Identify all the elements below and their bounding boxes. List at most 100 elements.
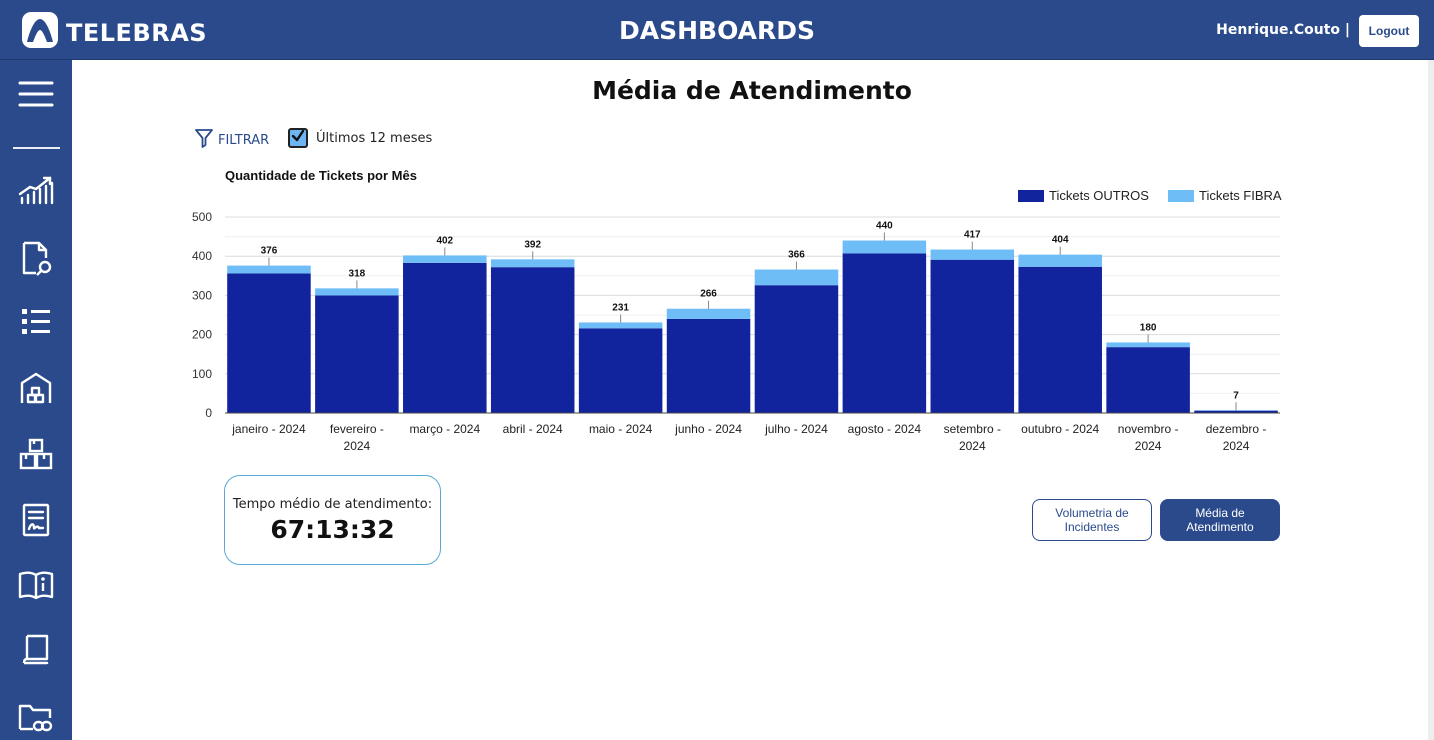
average-time-card: Tempo médio de atendimento: 67:13:32 bbox=[224, 475, 441, 565]
x-tick-label: dezembro -2024 bbox=[1206, 422, 1267, 453]
bar-tickets-fibra bbox=[315, 288, 399, 296]
data-label: 392 bbox=[524, 239, 541, 250]
x-tick-label: junho - 2024 bbox=[674, 422, 742, 436]
logout-button[interactable]: Logout bbox=[1359, 15, 1419, 47]
page-title: Média de Atendimento bbox=[592, 76, 912, 105]
bar-tickets-outros bbox=[315, 295, 399, 413]
bar-tickets-outros bbox=[754, 285, 839, 413]
data-label: 266 bbox=[700, 289, 717, 300]
data-label: 402 bbox=[436, 235, 453, 246]
bar-tickets-fibra bbox=[842, 240, 927, 254]
brand-logo: TELEBRAS bbox=[22, 12, 207, 53]
sidebar-item-files[interactable] bbox=[14, 700, 58, 740]
sidebar-item-inventory[interactable] bbox=[14, 436, 58, 476]
bar-tickets-outros bbox=[842, 253, 927, 413]
sidebar-item-warehouse[interactable] bbox=[14, 370, 58, 410]
data-label: 231 bbox=[612, 302, 629, 313]
sidebar bbox=[0, 60, 72, 740]
top-header: TELEBRAS DASHBOARDS Henrique.Couto | Log… bbox=[0, 0, 1434, 60]
sidebar-item-manual[interactable] bbox=[14, 567, 58, 607]
sidebar-item-contracts[interactable] bbox=[14, 502, 58, 542]
x-tick-label: janeiro - 2024 bbox=[231, 422, 306, 436]
x-tick-label: março - 2024 bbox=[409, 422, 480, 436]
signed-document-icon bbox=[21, 502, 51, 543]
brand-name: TELEBRAS bbox=[66, 18, 208, 47]
bar-tickets-outros bbox=[1194, 410, 1278, 413]
legend-label: Tickets FIBRA bbox=[1199, 188, 1282, 203]
checklist-icon bbox=[20, 307, 52, 342]
notebook-icon bbox=[21, 633, 51, 672]
x-tick-label: abril - 2024 bbox=[503, 422, 563, 436]
average-time-value: 67:13:32 bbox=[270, 515, 395, 544]
bar-tickets-outros bbox=[930, 259, 1015, 413]
warehouse-icon bbox=[19, 371, 53, 410]
scrollbar-track[interactable] bbox=[1428, 60, 1434, 740]
data-label: 7 bbox=[1233, 390, 1239, 401]
x-tick-label: novembro -2024 bbox=[1118, 422, 1179, 453]
bar-tickets-outros bbox=[1106, 347, 1190, 413]
x-tick-label: julho - 2024 bbox=[764, 422, 828, 436]
sidebar-item-list[interactable] bbox=[14, 304, 58, 344]
telebras-logo-icon bbox=[22, 12, 58, 53]
bar-tickets-fibra bbox=[227, 265, 311, 274]
y-tick-label: 400 bbox=[192, 249, 212, 263]
y-tick-label: 500 bbox=[192, 210, 212, 224]
x-tick-label: fevereiro -2024 bbox=[330, 422, 384, 453]
bar-tickets-outros bbox=[490, 267, 575, 413]
chart-title: Quantidade de Tickets por Mês bbox=[225, 168, 417, 183]
bar-tickets-fibra bbox=[1106, 342, 1190, 348]
average-time-label: Tempo médio de atendimento: bbox=[232, 497, 433, 512]
bar-tickets-fibra bbox=[666, 308, 751, 319]
legend-swatch bbox=[1018, 190, 1044, 202]
bar-tickets-fibra bbox=[754, 269, 839, 286]
bar-tickets-outros bbox=[666, 318, 751, 413]
bar-tickets-outros bbox=[227, 273, 311, 413]
data-label: 440 bbox=[876, 221, 893, 232]
sidebar-item-dashboards[interactable] bbox=[14, 172, 58, 212]
bar-tickets-fibra bbox=[403, 255, 487, 263]
user-name: Henrique.Couto | bbox=[1216, 22, 1350, 38]
book-info-icon bbox=[18, 569, 54, 606]
sidebar-item-maintenance[interactable] bbox=[14, 240, 58, 280]
boxes-icon bbox=[18, 437, 54, 476]
data-label: 404 bbox=[1052, 235, 1069, 246]
folder-link-icon bbox=[18, 701, 54, 740]
data-label: 180 bbox=[1140, 322, 1157, 333]
x-tick-label: agosto - 2024 bbox=[848, 422, 922, 436]
menu-icon bbox=[17, 79, 55, 114]
x-tick-label: maio - 2024 bbox=[589, 422, 653, 436]
bar-tickets-outros bbox=[403, 262, 487, 413]
last-12-months-label: Últimos 12 meses bbox=[316, 131, 433, 146]
sidebar-menu-toggle[interactable] bbox=[14, 76, 58, 116]
data-label: 318 bbox=[349, 268, 366, 279]
legend-label: Tickets OUTROS bbox=[1049, 188, 1149, 203]
sidebar-item-notebook[interactable] bbox=[14, 632, 58, 672]
y-tick-label: 0 bbox=[205, 406, 212, 420]
data-label: 366 bbox=[788, 250, 805, 261]
filter-button[interactable]: FILTRAR bbox=[194, 128, 269, 152]
bar-tickets-fibra bbox=[490, 259, 575, 268]
data-label: 376 bbox=[261, 246, 278, 257]
x-tick-label: outubro - 2024 bbox=[1021, 422, 1099, 436]
bar-tickets-fibra bbox=[1018, 254, 1102, 267]
sidebar-divider bbox=[13, 147, 60, 149]
document-wrench-icon bbox=[18, 240, 54, 281]
checkmark-icon bbox=[291, 129, 305, 148]
tickets-bar-chart: 0 100 200 300 400 500 376 janeiro - 2024 318 feve… bbox=[192, 188, 1282, 453]
bar-tickets-fibra bbox=[578, 322, 663, 329]
bar-tickets-outros bbox=[578, 328, 663, 413]
x-tick-label: setembro -2024 bbox=[944, 422, 1001, 453]
bar-tickets-outros bbox=[1018, 266, 1102, 413]
bar-tickets-fibra bbox=[930, 249, 1015, 260]
y-tick-label: 100 bbox=[192, 367, 212, 381]
y-tick-label: 300 bbox=[192, 288, 212, 302]
media-atendimento-button[interactable]: Média de Atendimento bbox=[1160, 499, 1280, 541]
last-12-months-checkbox[interactable] bbox=[288, 128, 308, 148]
volumetria-button[interactable]: Volumetria de Incidentes bbox=[1032, 499, 1152, 541]
data-label: 417 bbox=[964, 230, 981, 241]
filter-label: FILTRAR bbox=[218, 132, 270, 148]
filter-funnel-icon bbox=[194, 128, 214, 152]
y-tick-label: 200 bbox=[192, 328, 212, 342]
trending-chart-icon bbox=[18, 174, 54, 211]
legend-swatch bbox=[1168, 190, 1194, 202]
